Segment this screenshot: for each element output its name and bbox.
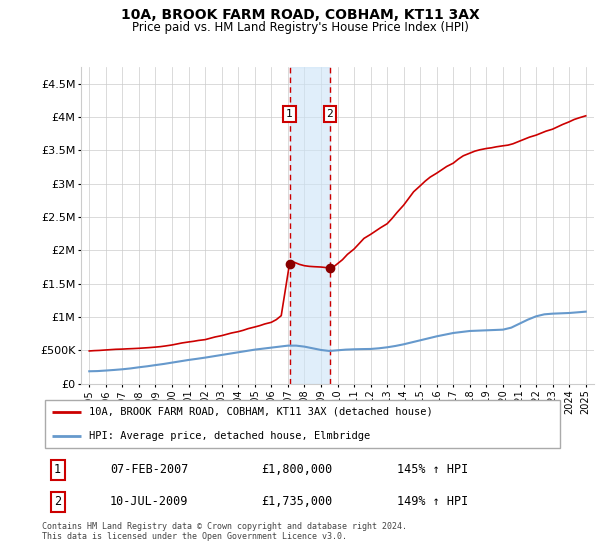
- Text: HPI: Average price, detached house, Elmbridge: HPI: Average price, detached house, Elmb…: [89, 431, 370, 441]
- Text: 07-FEB-2007: 07-FEB-2007: [110, 463, 188, 476]
- Text: 1: 1: [54, 463, 61, 476]
- Bar: [290, 67, 330, 384]
- Text: 10A, BROOK FARM ROAD, COBHAM, KT11 3AX: 10A, BROOK FARM ROAD, COBHAM, KT11 3AX: [121, 8, 479, 22]
- Text: 145% ↑ HPI: 145% ↑ HPI: [397, 463, 468, 476]
- Text: 10A, BROOK FARM ROAD, COBHAM, KT11 3AX (detached house): 10A, BROOK FARM ROAD, COBHAM, KT11 3AX (…: [89, 407, 433, 417]
- Text: 10-JUL-2009: 10-JUL-2009: [110, 496, 188, 508]
- Text: 2: 2: [54, 496, 61, 508]
- Text: Price paid vs. HM Land Registry's House Price Index (HPI): Price paid vs. HM Land Registry's House …: [131, 21, 469, 34]
- Text: Contains HM Land Registry data © Crown copyright and database right 2024.
This d: Contains HM Land Registry data © Crown c…: [42, 522, 407, 542]
- Text: £1,800,000: £1,800,000: [261, 463, 332, 476]
- Text: 2: 2: [326, 109, 333, 119]
- Text: 149% ↑ HPI: 149% ↑ HPI: [397, 496, 468, 508]
- FancyBboxPatch shape: [44, 400, 560, 448]
- Text: £1,735,000: £1,735,000: [261, 496, 332, 508]
- Text: 1: 1: [286, 109, 293, 119]
